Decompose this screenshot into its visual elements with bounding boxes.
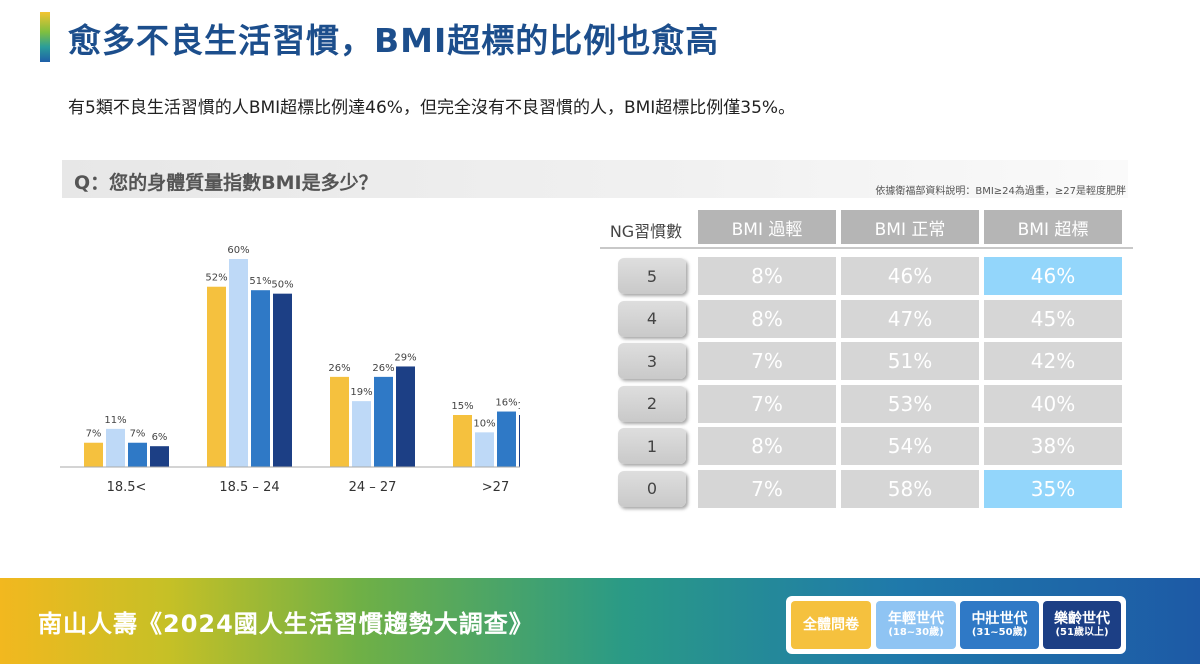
bar-value-label: 26%: [328, 363, 350, 374]
row-label: 1: [618, 428, 686, 464]
bar-value-label: 15%: [517, 401, 520, 412]
table-cell: 47%: [841, 299, 979, 338]
bmi-bar-chart: 7%11%7% 6%18.5<52%60%51% 50%18.5 – 2426%19…: [60, 245, 520, 495]
page-title: 愈多不良生活習慣，BMI超標的比例也愈高: [68, 21, 720, 60]
bar-value-label: 52%: [205, 273, 227, 284]
bar-value-label: 11%: [104, 415, 126, 426]
table-cell: 8%: [698, 427, 836, 465]
title-accent-bar: [40, 12, 50, 62]
row-label: 0: [618, 470, 686, 507]
table-column-header: BMI 正常: [841, 210, 979, 244]
category-tick-label: 24 – 27: [349, 480, 397, 495]
bar-value-label: 7%: [86, 429, 102, 440]
bar-value-label: 7%: [130, 429, 146, 440]
row-label: 2: [618, 385, 686, 422]
bar-value-label: 29%: [394, 352, 416, 363]
legend-label: 全體問卷: [803, 616, 859, 633]
table-column-header: BMI 超標: [984, 210, 1122, 244]
table-cell: 58%: [841, 469, 979, 508]
row-label: 4: [618, 300, 686, 337]
table-cell: 7%: [698, 469, 836, 508]
bar-value-label: 60%: [227, 245, 249, 256]
table-cell: 54%: [841, 427, 979, 465]
bar-2-3: [396, 366, 415, 467]
bar-0-3: [150, 446, 169, 467]
legend-label: 中壯世代: [971, 610, 1028, 627]
bar-value-label: 16%: [495, 398, 517, 409]
table-cell: 42%: [984, 342, 1122, 380]
bar-value-label: 19%: [350, 387, 372, 398]
legend-label: 樂齡世代: [1054, 610, 1110, 627]
bar-3-0: [453, 415, 472, 467]
bar-0-0: [84, 442, 103, 467]
bar-2-2: [374, 376, 393, 467]
legend-label: 年輕世代: [888, 610, 944, 627]
bar-value-label: 15%: [451, 401, 473, 412]
table-cell: 35%: [984, 469, 1122, 508]
bar-2-1: [352, 401, 371, 467]
table-column-header: BMI 過輕: [698, 210, 836, 244]
table-cell: 7%: [698, 342, 836, 380]
bar-3-1: [475, 432, 494, 467]
table-row-header: NG習慣數: [609, 222, 683, 241]
bar-value-label: 50%: [271, 280, 293, 291]
legend-age-range: (18~30歲): [888, 627, 944, 639]
bar-1-0: [207, 286, 226, 467]
table-cell: 46%: [984, 257, 1122, 295]
table-cell: 45%: [984, 299, 1122, 338]
bar-3-3: [519, 415, 520, 467]
bar-1-1: [229, 259, 248, 467]
legend-item: 年輕世代 (18~30歲): [876, 601, 956, 649]
bar-value-label: 51%: [249, 276, 271, 287]
table-cell: 38%: [984, 427, 1122, 465]
legend-item: 樂齡世代 (51歲以上): [1043, 601, 1121, 649]
row-label: 3: [618, 343, 686, 379]
table-cell: 7%: [698, 384, 836, 423]
bar-0-2: [128, 442, 147, 467]
bar-2-0: [330, 376, 349, 467]
page-subtitle: 有5類不良生活習慣的人BMI超標比例達46%，但完全沒有不良習慣的人，BMI超標…: [68, 98, 796, 118]
row-label: 5: [618, 258, 686, 294]
ng-habits-bmi-table: NG習慣數 BMI 過輕 BMI 正常 BMI 超標 5 8% 46% 46% 4 8% 47% 45…: [600, 210, 1135, 510]
table-cell: 8%: [698, 257, 836, 295]
bar-value-label: 10%: [473, 418, 495, 429]
bar-1-2: [251, 290, 270, 467]
footer-title: 南山人壽《2024國人生活習慣趨勢大調查》: [38, 610, 534, 638]
table-cell: 51%: [841, 342, 979, 380]
table-cell: 40%: [984, 384, 1122, 423]
bar-value-label: 6%: [152, 432, 168, 443]
bmi-definition-note: 依據衛福部資料說明：BMI≥24為過重，≥27是輕度肥胖: [875, 186, 1126, 197]
table-cell: 46%: [841, 257, 979, 295]
bar-0-1: [106, 428, 125, 467]
header-divider: [600, 247, 1133, 249]
legend-item: 全體問卷: [791, 601, 871, 649]
category-tick-label: 18.5 – 24: [219, 480, 279, 495]
question-band: [62, 160, 1128, 198]
question-text: Q：您的身體質量指數BMI是多少？: [74, 172, 378, 194]
legend-age-range: (31~50歲): [971, 627, 1028, 639]
bar-3-2: [497, 411, 516, 467]
category-tick-label: 18.5<: [107, 480, 147, 495]
category-tick-label: >27: [482, 480, 509, 495]
legend-item: 中壯世代 (31~50歲): [960, 601, 1039, 649]
table-cell: 8%: [698, 299, 836, 338]
bar-value-label: 26%: [372, 363, 394, 374]
bar-1-3: [273, 293, 292, 467]
legend-age-range: (51歲以上): [1055, 627, 1109, 639]
table-cell: 53%: [841, 384, 979, 423]
